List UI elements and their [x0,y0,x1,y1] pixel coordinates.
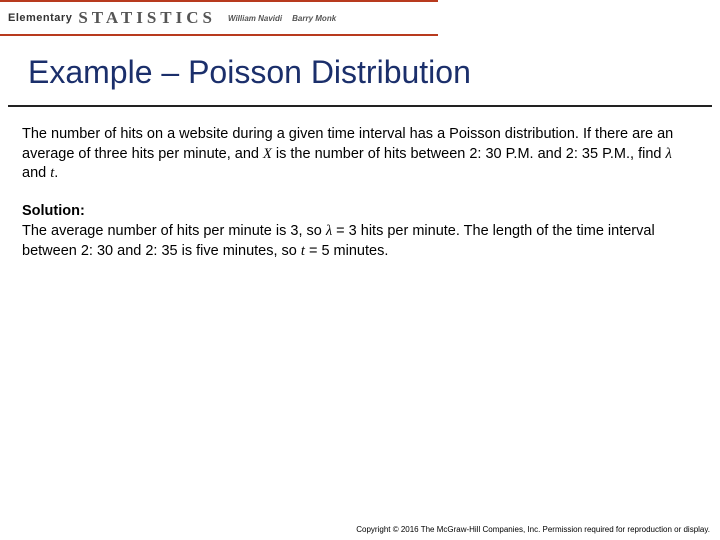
slide-body: The number of hits on a website during a… [0,107,720,261]
problem-part2: is the number of hits between 2: 30 P.M.… [272,146,666,162]
book-header: Elementary STATISTICS William Navidi Bar… [0,0,438,36]
copyright-notice: Copyright © 2016 The McGraw-Hill Compani… [356,525,710,534]
problem-statement: The number of hits on a website during a… [22,125,698,184]
problem-part3: and [22,165,50,181]
book-title: STATISTICS [78,8,216,28]
author-2: Barry Monk [292,14,336,23]
solution-label: Solution: [22,202,698,222]
slide-title: Example – Poisson Distribution [28,54,692,91]
solution-part3: = 5 minutes. [305,243,388,259]
problem-var-x: X [263,146,272,162]
problem-part4: . [54,165,58,181]
problem-var-lambda: λ [666,146,672,162]
solution-part1: The average number of hits per minute is… [22,223,326,239]
slide-title-area: Example – Poisson Distribution [0,36,720,99]
author-1: William Navidi [228,14,282,23]
book-series: Elementary [8,12,72,24]
solution-text: The average number of hits per minute is… [22,222,698,261]
